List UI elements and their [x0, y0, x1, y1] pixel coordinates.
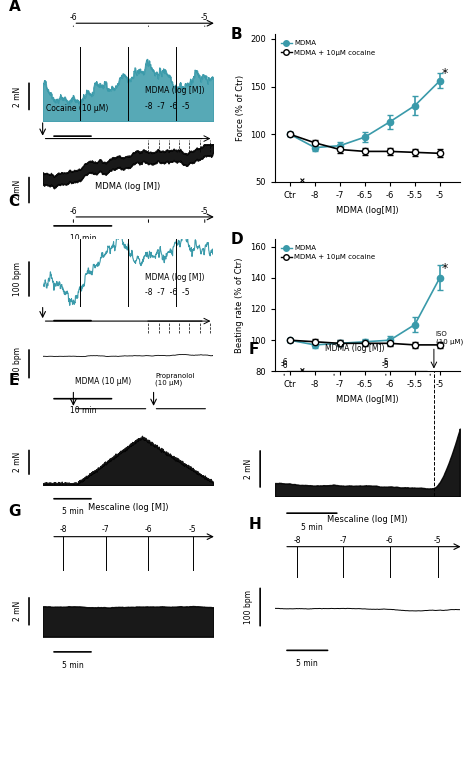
Text: -6: -6 [386, 536, 393, 544]
X-axis label: MDMA (log[M]): MDMA (log[M]) [336, 205, 399, 215]
Text: 2 mN: 2 mN [13, 180, 22, 200]
Text: 2 mN: 2 mN [13, 601, 22, 622]
Text: -8: -8 [293, 536, 301, 544]
Text: A: A [9, 0, 20, 14]
Text: Mescaline (log [M]): Mescaline (log [M]) [88, 503, 168, 512]
Text: -5: -5 [382, 359, 390, 368]
Text: G: G [9, 504, 21, 519]
Text: 5 min: 5 min [301, 523, 323, 532]
Text: 2 mN: 2 mN [13, 86, 22, 107]
Y-axis label: Beating rate (% of Ctr): Beating rate (% of Ctr) [236, 258, 245, 352]
Text: H: H [249, 517, 262, 532]
Text: Cocaine (10 μM): Cocaine (10 μM) [46, 105, 109, 114]
Text: -7: -7 [339, 536, 347, 544]
Text: 100 bpm: 100 bpm [13, 262, 22, 296]
Y-axis label: Force (% of Ctr): Force (% of Ctr) [236, 75, 245, 141]
Text: *: * [442, 67, 448, 80]
Text: -5: -5 [382, 361, 390, 370]
Text: 5 min: 5 min [296, 659, 318, 668]
Text: MDMA (log [M]): MDMA (log [M]) [95, 182, 161, 191]
Text: 10 min: 10 min [70, 234, 96, 243]
Text: D: D [230, 232, 243, 247]
Text: MDMA (log [M]): MDMA (log [M]) [145, 86, 205, 95]
Text: Propranolol
(10 μM): Propranolol (10 μM) [155, 373, 195, 387]
Text: 5 min: 5 min [62, 661, 83, 670]
Legend: MDMA, MDMA + 10μM cocaine: MDMA, MDMA + 10μM cocaine [278, 38, 378, 58]
Legend: MDMA, MDMA + 10μM cocaine: MDMA, MDMA + 10μM cocaine [278, 243, 378, 263]
Text: MDMA (10 μM): MDMA (10 μM) [75, 377, 131, 387]
Text: 2 mN: 2 mN [244, 459, 253, 479]
Text: -8  -7  -6  -5: -8 -7 -6 -5 [145, 102, 190, 111]
Text: F: F [249, 343, 259, 357]
Text: -5: -5 [201, 13, 209, 22]
Text: Mescaline (log [M]): Mescaline (log [M]) [327, 515, 408, 525]
Text: MDMA (log [M]): MDMA (log [M]) [145, 274, 205, 282]
Text: 2 mN: 2 mN [13, 452, 22, 472]
Text: -5: -5 [201, 207, 209, 215]
Text: E: E [9, 373, 19, 387]
Text: C: C [9, 195, 19, 209]
Text: 100 bpm: 100 bpm [244, 590, 253, 624]
Text: 5 min: 5 min [62, 329, 83, 338]
Text: -6: -6 [70, 207, 77, 215]
Text: 100 bpm: 100 bpm [13, 347, 22, 381]
Text: -6: -6 [145, 525, 152, 534]
Text: -5: -5 [189, 525, 197, 534]
Text: B: B [230, 27, 242, 42]
Text: *: * [442, 262, 448, 274]
Text: ISO
(10 μM): ISO (10 μM) [436, 331, 463, 345]
Text: 10 min: 10 min [70, 406, 96, 415]
Text: -6: -6 [280, 359, 288, 368]
Text: 5 min: 5 min [62, 145, 83, 154]
Text: -5: -5 [434, 536, 441, 544]
Text: -8: -8 [59, 525, 67, 534]
Text: -6: -6 [280, 361, 288, 370]
X-axis label: MDMA (log[M]): MDMA (log[M]) [336, 395, 399, 404]
Text: 5 min: 5 min [62, 507, 83, 516]
Text: -6: -6 [70, 13, 77, 22]
Text: -8  -7  -6  -5: -8 -7 -6 -5 [145, 288, 190, 297]
Text: MDMA (log [M]): MDMA (log [M]) [325, 344, 384, 353]
Text: -7: -7 [102, 525, 109, 534]
